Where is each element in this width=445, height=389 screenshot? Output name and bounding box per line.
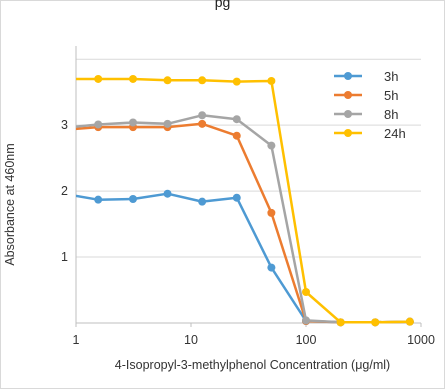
legend-marker-5h [344, 91, 352, 99]
data-point-3h [94, 195, 103, 204]
data-point-8h [302, 316, 310, 325]
x-tick-label: 1 [73, 333, 80, 347]
x-tick-label: 10 [184, 333, 198, 347]
legend-label-3h: 3h [384, 69, 398, 84]
data-point-3h [232, 193, 241, 202]
axes: 1 10 100 1000 1 2 3 [61, 46, 435, 347]
data-point-8h [198, 111, 207, 120]
data-point-5h [232, 131, 241, 140]
data-point-24h [336, 318, 345, 327]
data-point-24h [94, 74, 103, 83]
data-point-24h [405, 317, 414, 326]
y-tick-label: 3 [61, 118, 68, 132]
series-line-3h [76, 192, 410, 324]
series-line-5h [76, 122, 410, 324]
data-point-24h [267, 76, 276, 85]
legend-label-5h: 5h [384, 88, 398, 103]
data-point-24h [302, 288, 310, 297]
y-tick-label: 1 [61, 250, 68, 264]
legend: 3h 5h 8h 24h [334, 69, 406, 141]
legend-marker-3h [344, 72, 352, 80]
y-tick-label: 2 [61, 184, 68, 198]
gridlines [76, 58, 421, 258]
data-point-8h [232, 115, 241, 124]
legend-label-8h: 8h [384, 107, 398, 122]
series-line-8h [76, 114, 410, 324]
series-group [76, 74, 414, 327]
data-point-5h [198, 119, 207, 128]
legend-label-24h: 24h [384, 126, 406, 141]
data-point-8h [128, 118, 137, 127]
data-point-8h [94, 120, 103, 129]
data-point-8h [163, 119, 172, 128]
legend-marker-8h [344, 110, 352, 118]
data-point-5h [267, 208, 276, 217]
data-point-24h [232, 77, 241, 86]
x-tick-label: 100 [296, 333, 317, 347]
data-point-8h [267, 141, 276, 150]
x-tick-label: 1000 [407, 333, 435, 347]
data-point-24h [163, 76, 172, 85]
data-point-3h [163, 189, 172, 198]
data-point-3h [128, 195, 137, 204]
data-point-24h [371, 318, 380, 327]
x-axis-title: 4-Isopropyl-3-methylphenol Concentration… [115, 358, 390, 372]
legend-marker-24h [344, 129, 352, 137]
data-point-3h [267, 263, 276, 272]
data-point-24h [128, 74, 137, 83]
y-axis-title: Absorbance at 460nm [3, 143, 17, 265]
data-point-3h [198, 197, 207, 206]
data-point-24h [198, 76, 207, 85]
top-clipped-text: pg [214, 0, 231, 10]
